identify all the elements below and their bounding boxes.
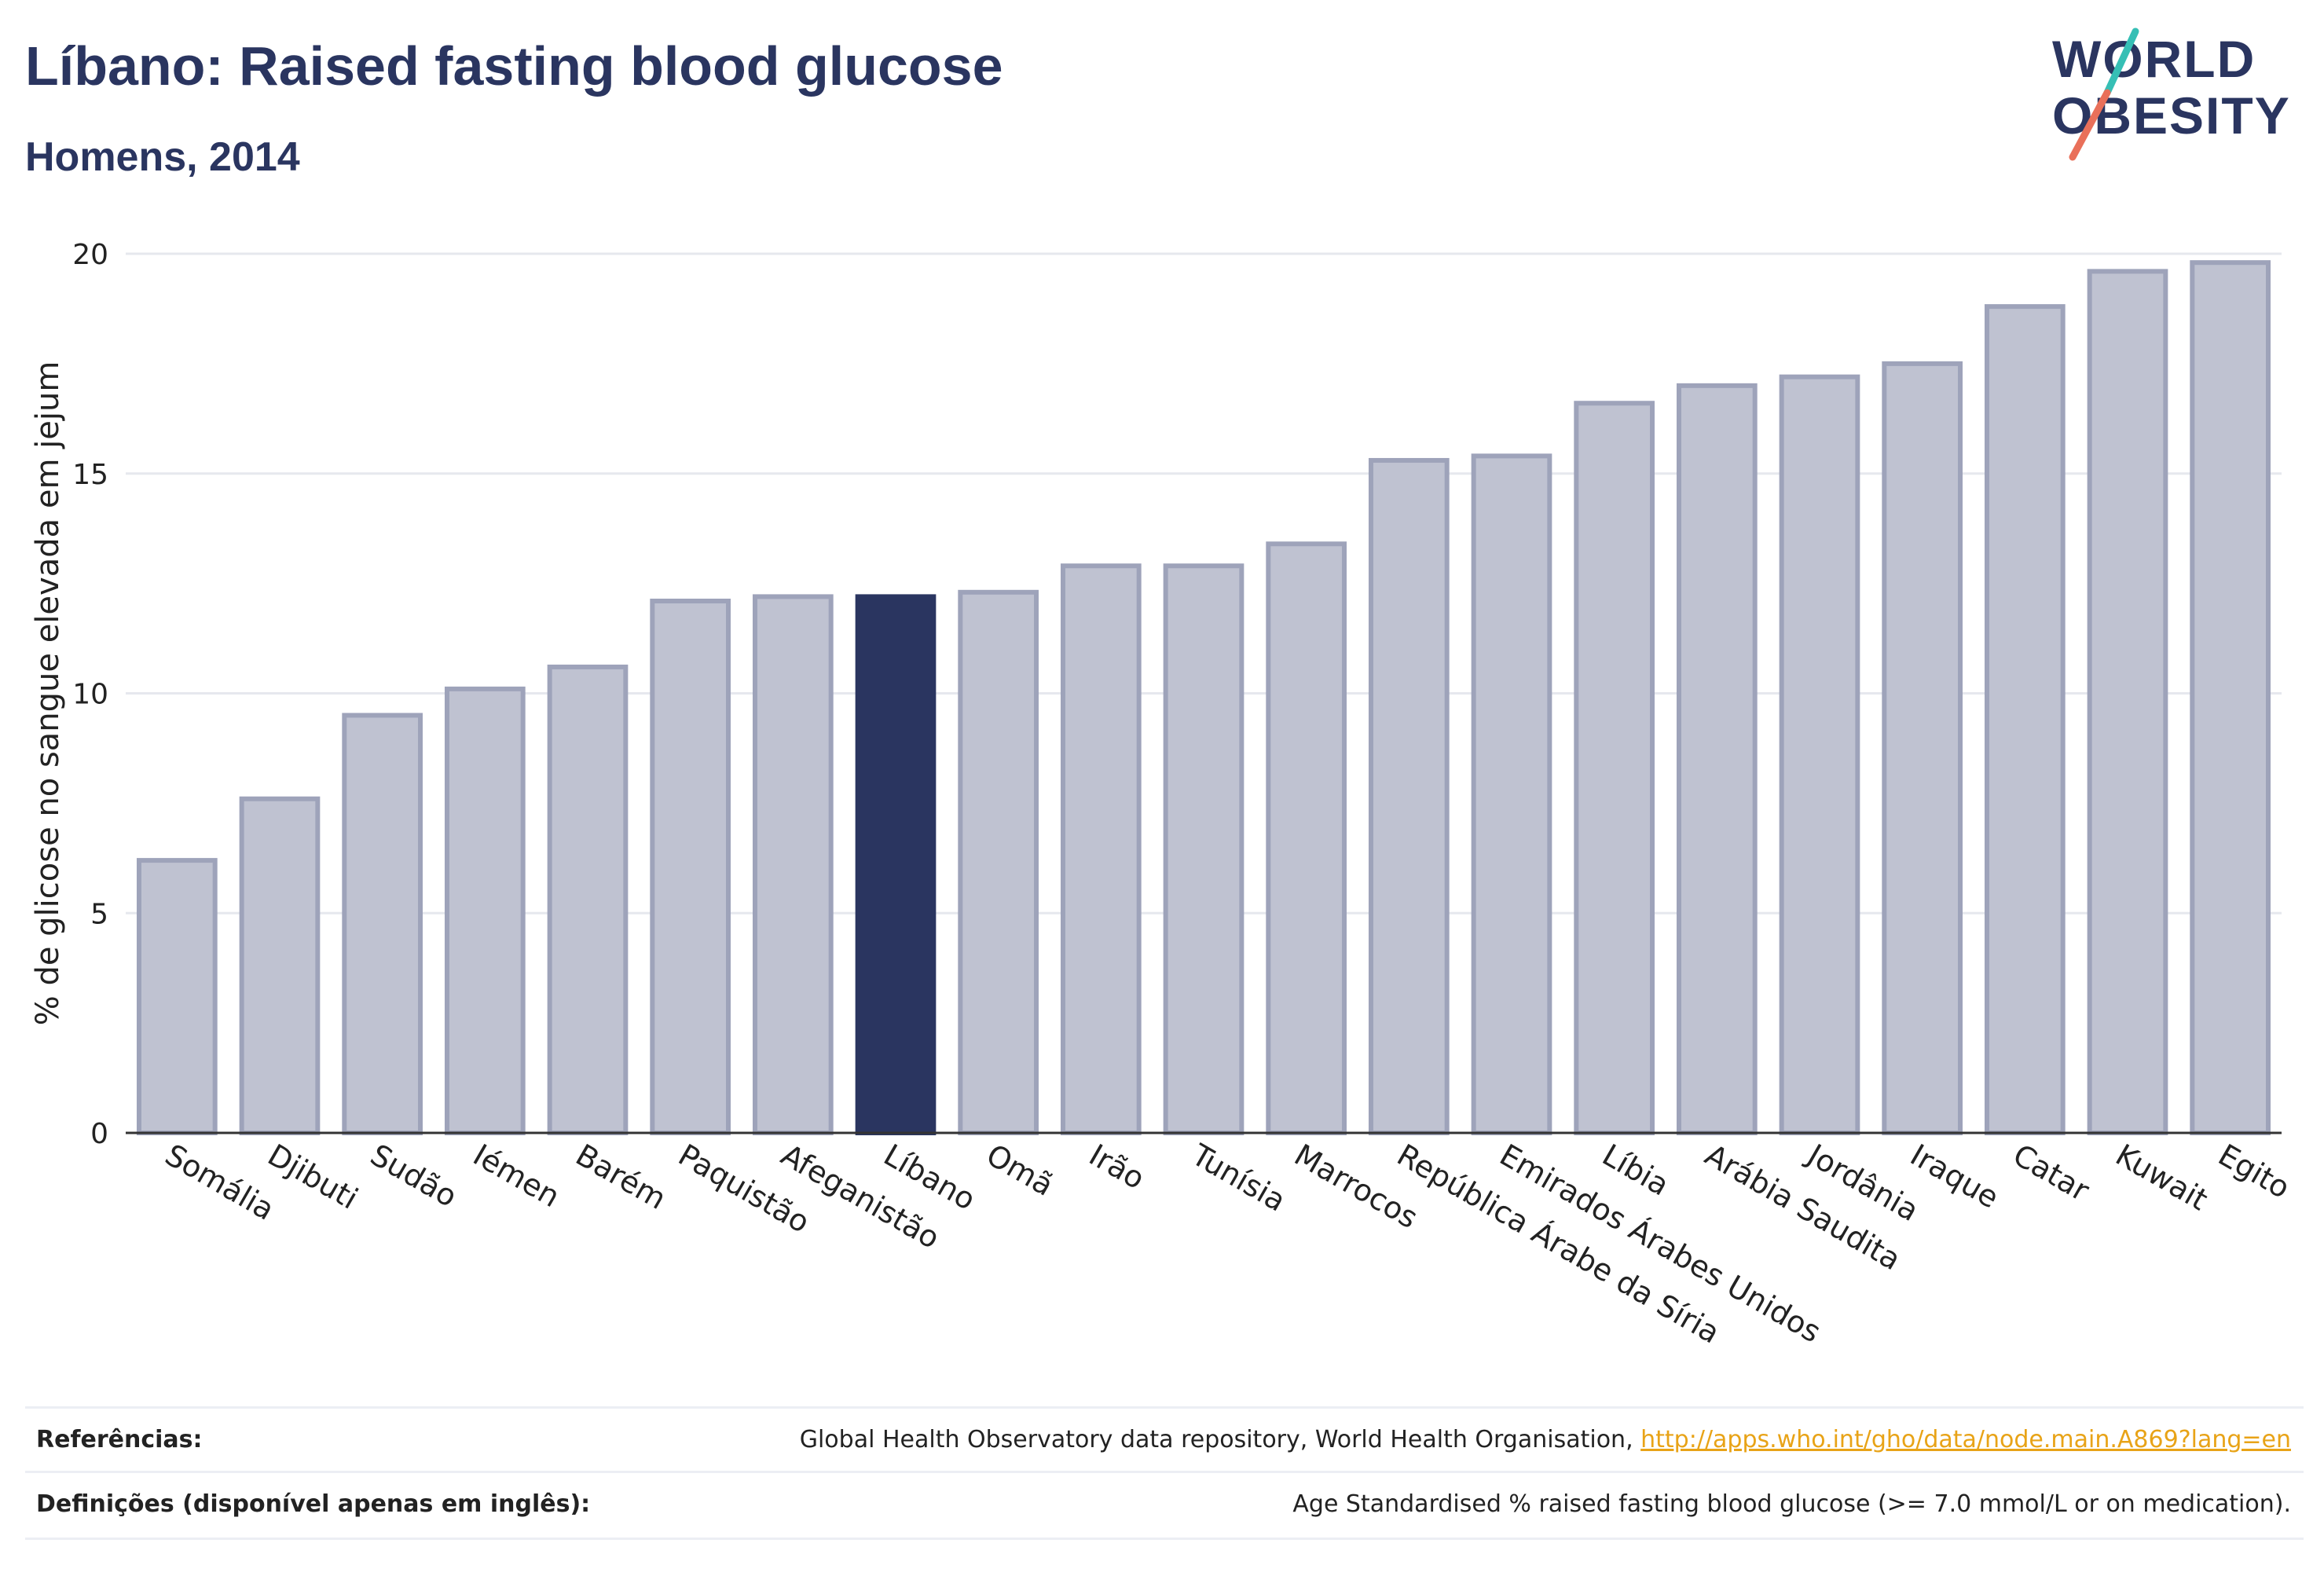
x-tick-label: Iémen xyxy=(467,1138,566,1215)
bar-tunísia xyxy=(1163,563,1244,1135)
x-tick-label: Barém xyxy=(570,1138,673,1216)
bar-omã xyxy=(958,589,1039,1135)
references-value: Global Health Observatory data repositor… xyxy=(800,1426,2291,1453)
bar-marrocos xyxy=(1266,541,1347,1135)
y-tick-label: 0 xyxy=(90,1118,108,1150)
y-axis-title: % de glicose no sangue elevada em jejum xyxy=(30,361,66,1026)
x-tick-label: Tunísia xyxy=(1186,1137,1292,1219)
bar-líbia xyxy=(1574,401,1655,1135)
y-axis-ticks: 0 5 10 15 20 xyxy=(72,239,108,1150)
references-text: Global Health Observatory data repositor… xyxy=(799,1426,1641,1453)
bar-kuwait xyxy=(2087,269,2168,1135)
y-tick-label: 5 xyxy=(90,898,108,930)
references-label: Referências: xyxy=(36,1426,203,1453)
world-obesity-logo: WORLD OBESITY xyxy=(2052,27,2289,161)
x-tick-label: Sudão xyxy=(365,1138,463,1215)
bar-barém xyxy=(547,664,629,1135)
y-tick-label: 15 xyxy=(72,459,108,491)
bar-emirados-árabes-unidos xyxy=(1471,453,1552,1135)
chart-subtitle: Homens, 2014 xyxy=(25,134,300,180)
chart-title: Líbano: Raised fasting blood glucose xyxy=(25,35,1003,97)
references-link[interactable]: http://apps.who.int/gho/data/node.main.A… xyxy=(1640,1426,2291,1453)
bar-somália xyxy=(136,858,218,1135)
bar-catar xyxy=(1984,304,2066,1135)
x-tick-label: Catar xyxy=(2007,1138,2095,1208)
bar-líbano xyxy=(855,594,937,1135)
svg-text:WORLD: WORLD xyxy=(2052,30,2256,88)
x-tick-label: Egito xyxy=(2212,1138,2296,1206)
bar-egito xyxy=(2190,260,2271,1136)
footer-references: Referências: Global Health Observatory d… xyxy=(25,1406,2304,1473)
x-tick-label: Somália xyxy=(159,1138,280,1227)
bar-irão xyxy=(1060,563,1142,1135)
definitions-label: Definições (disponível apenas em inglês)… xyxy=(36,1490,591,1518)
bar-arábia-saudita xyxy=(1676,383,1758,1136)
definitions-text: Age Standardised % raised fasting blood … xyxy=(1292,1490,2291,1518)
x-tick-label: Kuwait xyxy=(2110,1138,2214,1218)
bar-iémen xyxy=(444,686,526,1135)
y-tick-label: 10 xyxy=(72,679,108,711)
bar-afeganistão xyxy=(752,594,834,1135)
footer-definitions: Definições (disponível apenas em inglês)… xyxy=(25,1471,2304,1540)
bar-jordânia xyxy=(1779,374,1860,1136)
bar-paquistão xyxy=(650,599,731,1135)
bar-sudão xyxy=(342,713,423,1135)
x-tick-label: Djibuti xyxy=(262,1138,364,1216)
x-tick-label: Omã xyxy=(981,1138,1059,1203)
bar-república-árabe-da-síria xyxy=(1368,457,1450,1135)
x-tick-label: Irão xyxy=(1083,1138,1151,1197)
bar-iraque xyxy=(1882,361,1963,1135)
bars xyxy=(136,260,2271,1136)
y-tick-label: 20 xyxy=(72,239,108,271)
bar-djibuti xyxy=(239,796,321,1136)
